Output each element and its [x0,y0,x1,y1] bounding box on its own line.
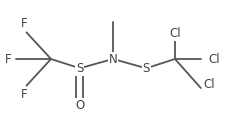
Text: F: F [4,53,11,65]
Text: N: N [108,53,117,65]
Text: F: F [21,88,28,101]
Text: S: S [76,62,83,75]
Text: Cl: Cl [169,27,180,40]
Text: Cl: Cl [207,53,219,65]
Text: F: F [21,17,28,30]
Text: O: O [75,99,84,112]
Text: S: S [142,62,149,75]
Text: Cl: Cl [203,78,214,91]
